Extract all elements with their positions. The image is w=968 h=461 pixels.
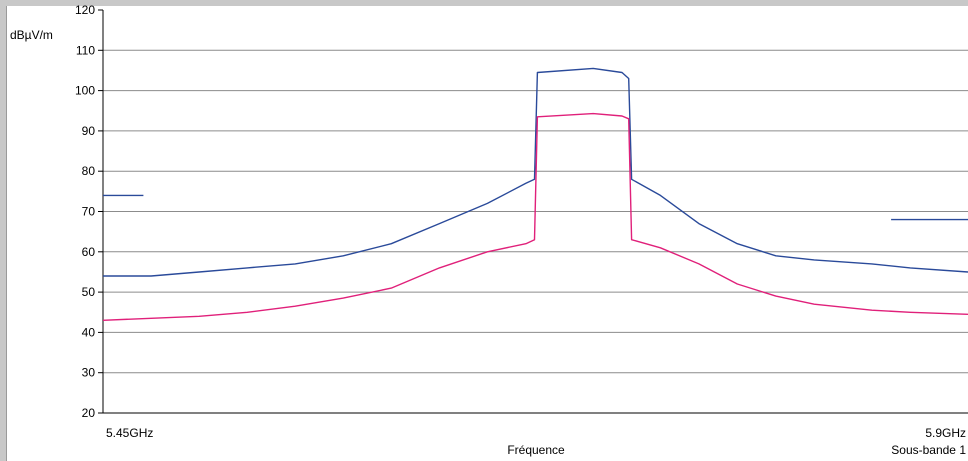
y-tick-label-110: 110: [76, 43, 95, 57]
series-line-1: [103, 67, 968, 277]
series-group: [102, 67, 968, 321]
y-tick-label-20: 20: [82, 406, 96, 420]
window-top-frame: [0, 0, 968, 6]
window-left-frame: [0, 0, 6, 461]
window-left-frame-edge: [6, 6, 7, 461]
y-tick-label-100: 100: [75, 84, 95, 98]
x-start-label: 5.45GHz: [106, 426, 153, 440]
y-tick-label-50: 50: [82, 285, 96, 299]
x-axis-label: Fréquence: [507, 443, 565, 457]
y-tick-label-90: 90: [82, 124, 96, 138]
subband-label: Sous-bande 1: [891, 443, 966, 457]
y-tick-label-30: 30: [82, 366, 96, 380]
series-line-2: [102, 112, 968, 321]
y-tick-label-60: 60: [82, 245, 96, 259]
y-tick-label-40: 40: [82, 325, 96, 339]
y-tick-label-80: 80: [82, 164, 96, 178]
y-tick-label-70: 70: [82, 205, 96, 219]
y-unit-label: dBµV/m: [10, 28, 53, 42]
y-tick-labels: 20 30 40 50 60 70 80 90 100 110 120: [75, 3, 103, 420]
y-tick-label-120: 120: [75, 3, 95, 17]
x-end-label: 5.9GHz: [925, 426, 966, 440]
